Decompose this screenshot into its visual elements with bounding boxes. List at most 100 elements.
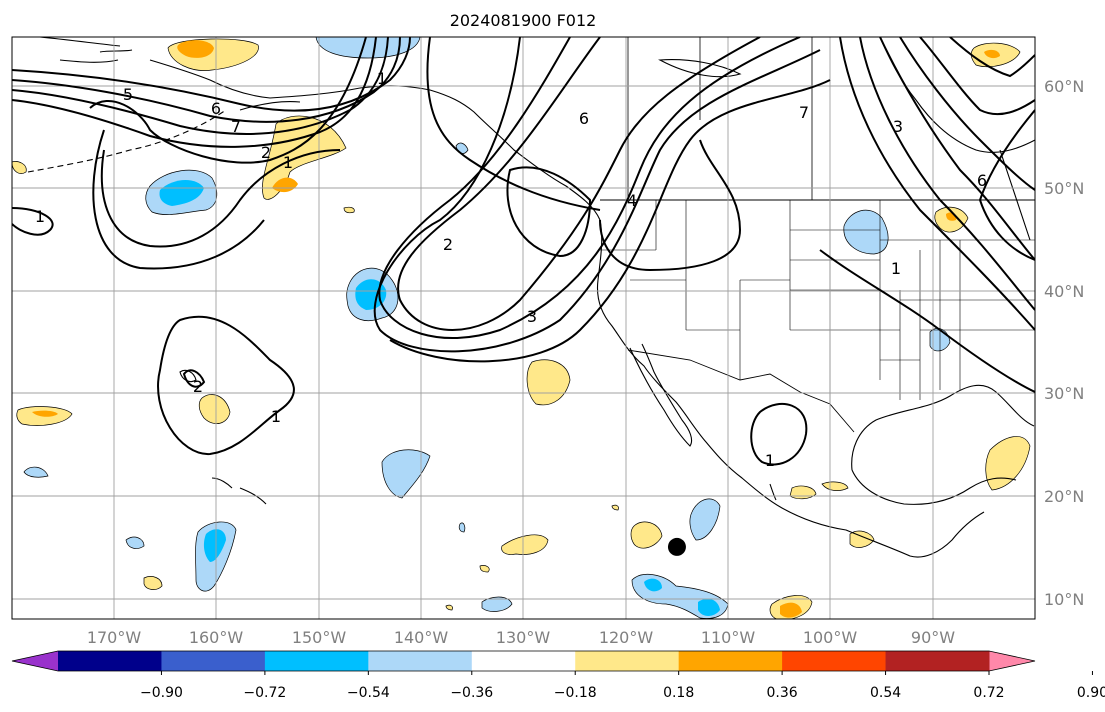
coastline — [999, 149, 1031, 241]
contour-label: 6 — [977, 171, 987, 190]
contour-label: 1 — [283, 153, 293, 172]
gulf-coast — [851, 469, 1017, 505]
colorbar-bin — [161, 651, 266, 671]
contour-line — [373, 37, 821, 353]
positive-anomaly-shading — [12, 38, 1031, 619]
colorbar-tick-label: −0.54 — [347, 685, 390, 701]
contour-label: 1 — [271, 407, 281, 426]
colorbar: −0.90 −0.72 −0.54 −0.36 −0.18 0.18 0.36 0.54 0.7… — [11, 650, 1105, 701]
lon-tick-label: 120°W — [599, 628, 654, 647]
contour-label: 6 — [579, 109, 589, 128]
lat-tick-label: 30°N — [1044, 384, 1084, 403]
anomaly-patch — [198, 394, 231, 425]
coastlines-and-borders — [27, 37, 1035, 558]
contour-line — [978, 109, 1035, 261]
aleutian-islands — [27, 109, 227, 173]
contour-line — [879, 37, 1035, 261]
border — [627, 37, 813, 200]
lon-tick-label: 140°W — [394, 628, 449, 647]
contour-line — [100, 149, 341, 248]
state-borders — [600, 200, 1035, 404]
contour-line — [157, 315, 295, 456]
storm-center-marker — [667, 537, 686, 556]
contour-line — [12, 37, 389, 135]
contour-line — [397, 37, 761, 331]
colorbar-bins — [12, 651, 1035, 671]
contour-line — [819, 249, 1035, 393]
colorbar-extend-low — [12, 651, 58, 671]
colorbar-bin — [368, 651, 473, 671]
lon-tick-label: 90°W — [911, 628, 955, 647]
island — [179, 369, 197, 383]
anomaly-patch — [143, 576, 163, 590]
anomaly-patch — [630, 521, 663, 549]
colorbar-bin — [471, 651, 576, 671]
contour-line — [12, 37, 411, 112]
map-frame-border — [11, 36, 1036, 620]
contour-line — [92, 129, 265, 270]
colorbar-bin — [782, 651, 887, 671]
colorbar-bin — [885, 651, 990, 671]
contour-line — [949, 37, 1035, 78]
contour-label: 6 — [211, 99, 221, 118]
contour-line — [750, 403, 808, 466]
lon-tick-label: 130°W — [496, 628, 551, 647]
colorbar-extend-high — [989, 651, 1035, 671]
anomaly-patch — [125, 536, 145, 549]
colorbar-tick-label: 0.72 — [973, 685, 1004, 701]
colorbar-tick-label: 0.90 — [1077, 685, 1105, 701]
contour-line — [12, 37, 401, 123]
anomaly-patch — [481, 596, 513, 612]
contour-line — [426, 37, 601, 211]
anomaly-patch — [689, 498, 721, 541]
anomaly-patch — [984, 49, 1000, 59]
anomaly-patch — [381, 449, 431, 499]
anomaly-patch — [985, 436, 1031, 491]
contour-line — [182, 369, 206, 388]
colorbar-tick-label: −0.36 — [450, 685, 493, 701]
contour-label: 1 — [377, 69, 387, 88]
gulf-coast — [851, 384, 1035, 471]
lat-tick-label: 10°N — [1044, 590, 1084, 609]
colorbar-tick-label: −0.72 — [243, 685, 286, 701]
colorbar-tick-label: −0.18 — [554, 685, 597, 701]
anomaly-patch — [315, 37, 421, 59]
lon-tick-label: 170°W — [87, 628, 142, 647]
contour-line — [839, 37, 1035, 331]
anomaly-patch — [272, 177, 298, 193]
anomaly-patch — [849, 530, 875, 548]
colorbar-ticks: −0.90 −0.72 −0.54 −0.36 −0.18 0.18 0.36 0.54 0.7… — [140, 671, 1105, 701]
contour-label: 4 — [627, 191, 637, 210]
lat-tick-label: 50°N — [1044, 179, 1084, 198]
map-plot-area: 5 6 7 2 1 1 2 1 2 3 6 7 4 3 6 1 1 1 — [12, 37, 1035, 619]
island — [211, 477, 267, 505]
contour-line — [919, 37, 1035, 116]
colorbar-outline — [11, 650, 1036, 672]
anomaly-patch — [843, 209, 889, 255]
coastline — [59, 49, 301, 111]
contour-lines — [12, 37, 1035, 466]
anomaly-patch — [611, 504, 619, 511]
anomaly-patch — [445, 604, 453, 611]
anomaly-patch — [355, 279, 387, 310]
contour-label: 1 — [891, 259, 901, 278]
colorbar-bin — [264, 651, 369, 671]
contour-label: 1 — [765, 451, 775, 470]
colorbar-bin — [575, 651, 680, 671]
anomaly-patch — [32, 410, 58, 417]
anomaly-patch — [177, 40, 214, 58]
colorbar-bin — [58, 651, 162, 671]
map-frame-background — [12, 37, 1035, 619]
colorbar-bin — [678, 651, 783, 671]
lon-tick-label: 100°W — [803, 628, 858, 647]
contour-line — [899, 37, 1035, 191]
anomaly-patch — [343, 206, 355, 214]
contour-label: 1 — [35, 207, 45, 226]
contour-line — [12, 37, 377, 148]
anomaly-patch — [23, 466, 49, 478]
lat-tick-label: 60°N — [1044, 77, 1084, 96]
contour-line — [378, 37, 801, 339]
contour-line — [12, 207, 54, 236]
gridline — [12, 85, 1035, 600]
